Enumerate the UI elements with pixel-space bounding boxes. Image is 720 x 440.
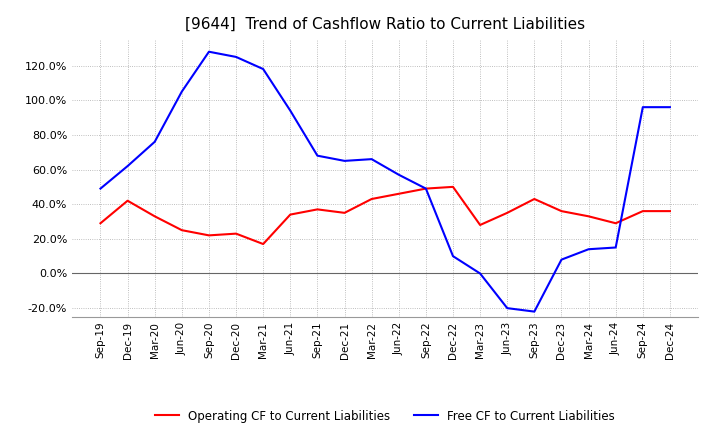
Operating CF to Current Liabilities [96, 220, 105, 226]
Free CF to Current Liabilities [341, 158, 349, 164]
Free CF to Current Liabilities [232, 54, 240, 59]
Free CF to Current Liabilities [476, 271, 485, 276]
Free CF to Current Liabilities [584, 246, 593, 252]
Line: Free CF to Current Liabilities: Free CF to Current Liabilities [101, 52, 670, 312]
Legend: Operating CF to Current Liabilities, Free CF to Current Liabilities: Operating CF to Current Liabilities, Fre… [150, 405, 620, 427]
Operating CF to Current Liabilities [367, 196, 376, 202]
Free CF to Current Liabilities [639, 105, 647, 110]
Free CF to Current Liabilities [611, 245, 620, 250]
Free CF to Current Liabilities [204, 49, 213, 55]
Operating CF to Current Liabilities [421, 186, 430, 191]
Free CF to Current Liabilities [313, 153, 322, 158]
Operating CF to Current Liabilities [449, 184, 457, 190]
Free CF to Current Liabilities [123, 163, 132, 169]
Operating CF to Current Liabilities [313, 207, 322, 212]
Operating CF to Current Liabilities [178, 227, 186, 233]
Free CF to Current Liabilities [665, 105, 674, 110]
Operating CF to Current Liabilities [476, 222, 485, 227]
Free CF to Current Liabilities [367, 157, 376, 162]
Operating CF to Current Liabilities [584, 214, 593, 219]
Free CF to Current Liabilities [530, 309, 539, 314]
Operating CF to Current Liabilities [232, 231, 240, 236]
Free CF to Current Liabilities [96, 186, 105, 191]
Operating CF to Current Liabilities [150, 214, 159, 219]
Operating CF to Current Liabilities [341, 210, 349, 216]
Operating CF to Current Liabilities [665, 209, 674, 214]
Operating CF to Current Liabilities [557, 209, 566, 214]
Free CF to Current Liabilities [449, 253, 457, 259]
Operating CF to Current Liabilities [123, 198, 132, 203]
Free CF to Current Liabilities [259, 66, 268, 72]
Free CF to Current Liabilities [150, 139, 159, 144]
Free CF to Current Liabilities [503, 305, 511, 311]
Operating CF to Current Liabilities [530, 196, 539, 202]
Title: [9644]  Trend of Cashflow Ratio to Current Liabilities: [9644] Trend of Cashflow Ratio to Curren… [185, 16, 585, 32]
Free CF to Current Liabilities [421, 186, 430, 191]
Operating CF to Current Liabilities [503, 210, 511, 216]
Operating CF to Current Liabilities [286, 212, 294, 217]
Free CF to Current Liabilities [178, 89, 186, 94]
Operating CF to Current Liabilities [259, 242, 268, 247]
Free CF to Current Liabilities [286, 108, 294, 113]
Operating CF to Current Liabilities [639, 209, 647, 214]
Operating CF to Current Liabilities [611, 220, 620, 226]
Free CF to Current Liabilities [557, 257, 566, 262]
Operating CF to Current Liabilities [395, 191, 403, 196]
Line: Operating CF to Current Liabilities: Operating CF to Current Liabilities [101, 187, 670, 244]
Operating CF to Current Liabilities [204, 233, 213, 238]
Free CF to Current Liabilities [395, 172, 403, 177]
